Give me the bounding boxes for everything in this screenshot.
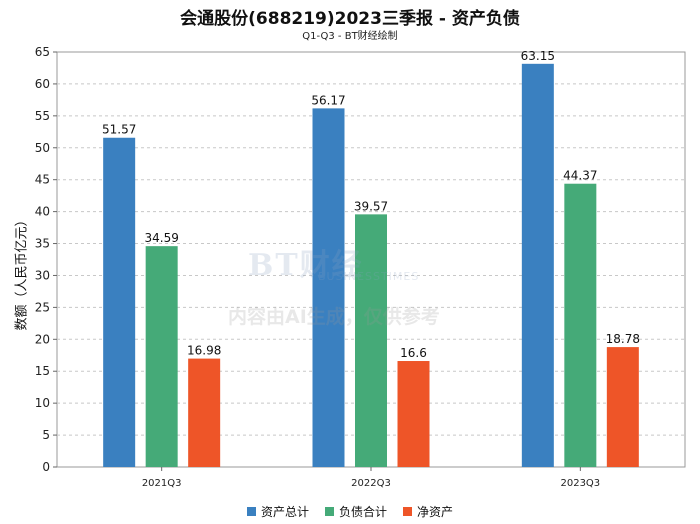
bar xyxy=(103,137,136,467)
data-label: 51.57 xyxy=(102,123,136,137)
data-label: 39.57 xyxy=(354,199,388,213)
legend-label: 负债合计 xyxy=(338,505,387,519)
y-tick-label: 35 xyxy=(35,237,50,251)
legend-item: 净资产 xyxy=(403,503,453,520)
bar xyxy=(145,246,178,467)
y-tick-label: 50 xyxy=(35,141,50,155)
y-tick-label: 30 xyxy=(35,268,50,282)
legend-item: 负债合计 xyxy=(324,503,387,520)
chart-legend: 资产总计 负债合计 净资产 xyxy=(0,503,700,520)
legend-swatch xyxy=(403,507,412,516)
data-label: 18.78 xyxy=(606,332,640,346)
data-label: 34.59 xyxy=(144,231,178,245)
x-tick-label: 2021Q3 xyxy=(142,478,182,489)
y-tick-label: 25 xyxy=(35,300,50,314)
data-label: 16.6 xyxy=(400,346,427,360)
chart-subtitle: Q1-Q3 - BT财经绘制 xyxy=(302,31,398,42)
y-tick-label: 55 xyxy=(35,109,50,123)
y-tick-label: 60 xyxy=(35,77,50,91)
bar xyxy=(188,358,221,467)
data-label: 44.37 xyxy=(563,169,597,183)
y-tick-label: 40 xyxy=(35,205,50,219)
legend-label: 净资产 xyxy=(417,505,454,519)
legend-swatch xyxy=(324,507,334,516)
y-tick-label: 15 xyxy=(35,364,50,378)
chart-title: 会通股份(688219)2023三季报 - 资产负债 xyxy=(180,9,520,29)
bar xyxy=(312,108,345,467)
y-tick-label: 10 xyxy=(35,396,50,410)
bar xyxy=(355,214,387,467)
bar xyxy=(564,183,597,468)
legend-swatch xyxy=(246,507,256,516)
y-tick-label: 65 xyxy=(35,45,50,59)
bar xyxy=(521,63,554,468)
bar xyxy=(397,361,430,467)
data-label: 63.15 xyxy=(521,49,555,63)
y-tick-label: 5 xyxy=(42,428,50,442)
data-label: 16.98 xyxy=(187,344,221,358)
legend-label: 资产总计 xyxy=(260,505,309,519)
y-tick-label: 20 xyxy=(35,332,50,346)
data-label: 56.17 xyxy=(311,93,345,107)
x-tick-label: 2023Q3 xyxy=(560,478,600,489)
legend-item: 资产总计 xyxy=(246,503,309,520)
x-tick-label: 2022Q3 xyxy=(351,478,391,489)
bar xyxy=(606,347,639,467)
y-tick-label: 0 xyxy=(42,460,50,474)
y-tick-label: 45 xyxy=(35,173,50,187)
